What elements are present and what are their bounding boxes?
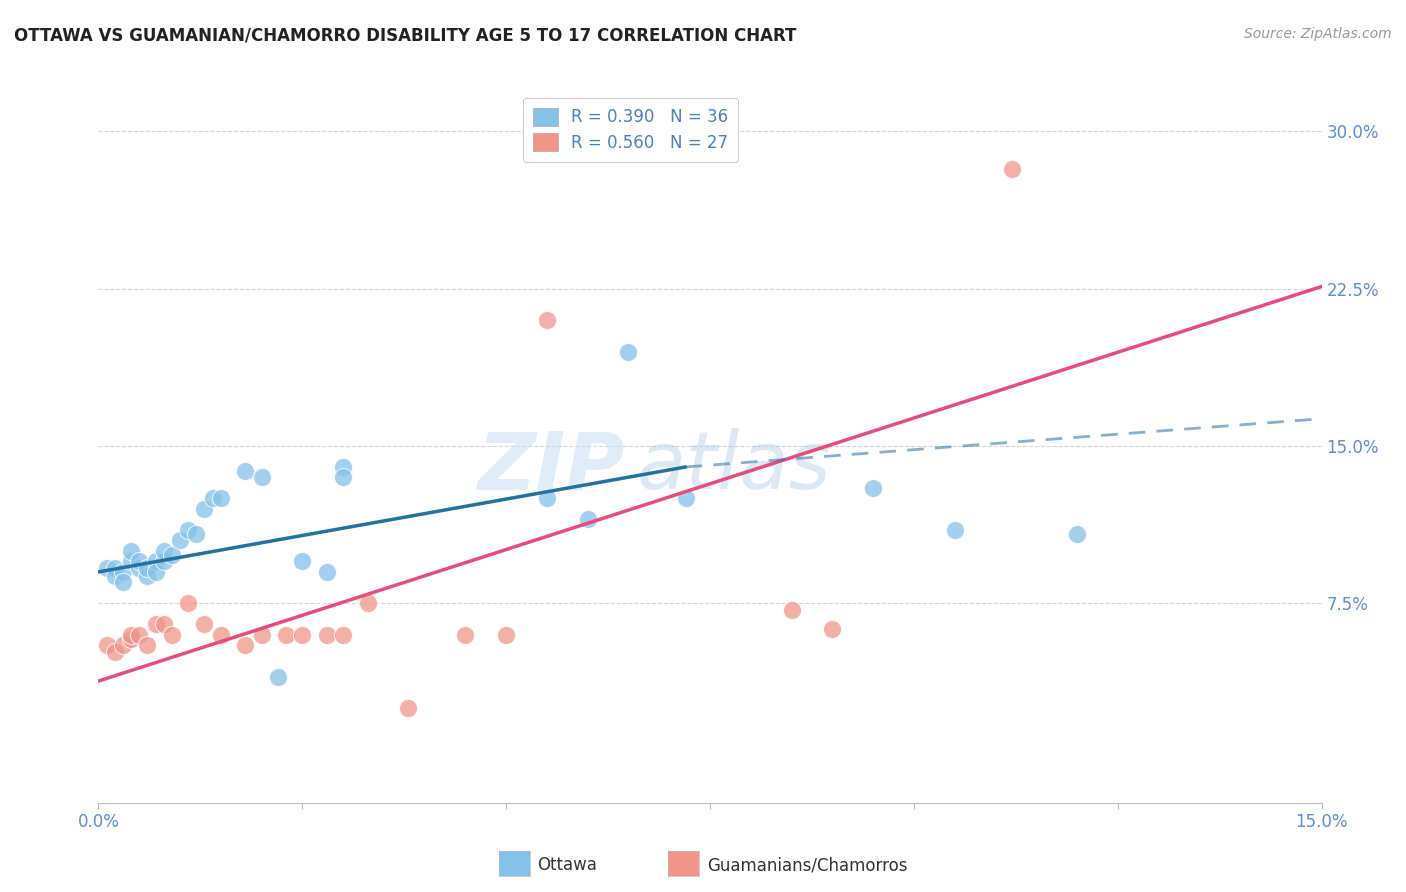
Point	[943, 523, 966, 537]
Point	[136, 639, 159, 653]
Point	[356, 596, 378, 610]
Text: OTTAWA VS GUAMANIAN/CHAMORRO DISABILITY AGE 5 TO 17 CORRELATION CHART: OTTAWA VS GUAMANIAN/CHAMORRO DISABILITY …	[14, 27, 796, 45]
Point	[120, 628, 142, 642]
Point	[332, 470, 354, 484]
Point	[152, 617, 174, 632]
Point	[274, 628, 297, 642]
Point	[250, 470, 273, 484]
Point	[332, 460, 354, 475]
Text: Source: ZipAtlas.com: Source: ZipAtlas.com	[1244, 27, 1392, 41]
Point	[177, 596, 200, 610]
Text: Ottawa: Ottawa	[537, 856, 598, 874]
Point	[291, 554, 314, 568]
Point	[120, 554, 142, 568]
Point	[120, 544, 142, 558]
Point	[1066, 527, 1088, 541]
Point	[332, 628, 354, 642]
Point	[315, 565, 337, 579]
Point	[209, 628, 232, 642]
Point	[111, 639, 134, 653]
Point	[177, 523, 200, 537]
Point	[454, 628, 477, 642]
Point	[536, 491, 558, 506]
Text: atlas: atlas	[637, 428, 831, 507]
Point	[104, 645, 127, 659]
Point	[111, 565, 134, 579]
Point	[96, 560, 118, 574]
Point	[136, 560, 159, 574]
Point	[160, 548, 183, 562]
Point	[250, 628, 273, 642]
Point	[233, 639, 256, 653]
Point	[536, 313, 558, 327]
Point	[145, 617, 167, 632]
Point	[96, 639, 118, 653]
Point	[128, 554, 150, 568]
Point	[160, 628, 183, 642]
Point	[233, 464, 256, 478]
Point	[136, 569, 159, 583]
Point	[145, 565, 167, 579]
Text: Guamanians/Chamorros: Guamanians/Chamorros	[707, 856, 908, 874]
Point	[1001, 161, 1024, 176]
Point	[267, 670, 290, 684]
Point	[495, 628, 517, 642]
Point	[201, 491, 224, 506]
Point	[120, 632, 142, 646]
Point	[862, 481, 884, 495]
Point	[145, 554, 167, 568]
Point	[617, 344, 640, 359]
Point	[315, 628, 337, 642]
Point	[111, 575, 134, 590]
Point	[169, 533, 191, 548]
Point	[193, 617, 215, 632]
Legend: R = 0.390   N = 36, R = 0.560   N = 27: R = 0.390 N = 36, R = 0.560 N = 27	[523, 97, 738, 161]
Point	[186, 527, 208, 541]
Point	[209, 491, 232, 506]
Point	[576, 512, 599, 526]
Point	[152, 544, 174, 558]
Point	[128, 560, 150, 574]
Point	[780, 603, 803, 617]
Point	[193, 502, 215, 516]
Text: ZIP: ZIP	[477, 428, 624, 507]
Point	[396, 701, 419, 715]
Point	[675, 491, 697, 506]
Point	[152, 554, 174, 568]
Point	[104, 569, 127, 583]
Point	[104, 560, 127, 574]
Point	[291, 628, 314, 642]
Point	[128, 628, 150, 642]
Point	[821, 622, 844, 636]
